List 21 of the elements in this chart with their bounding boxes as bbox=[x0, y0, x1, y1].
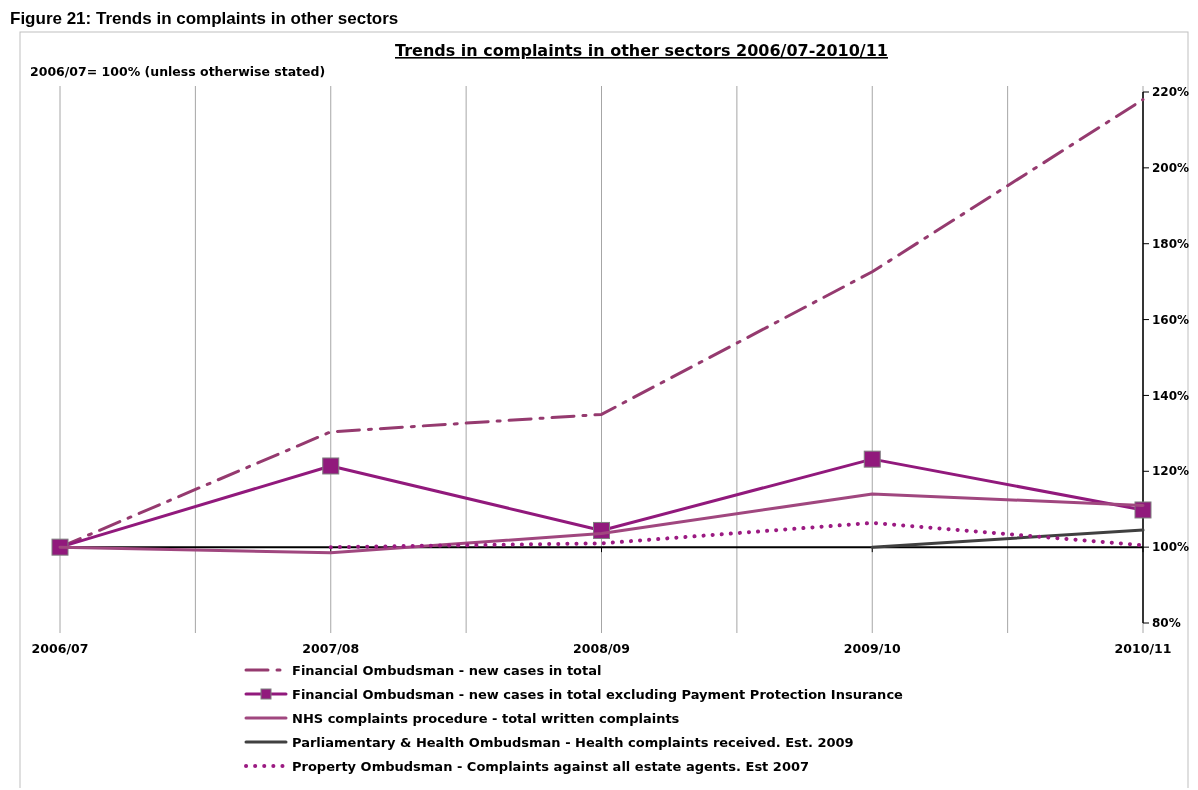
x-tick-label: 2008/09 bbox=[573, 641, 630, 656]
x-tick-label: 2007/08 bbox=[302, 641, 360, 656]
x-tick-label: 2010/11 bbox=[1114, 641, 1172, 656]
y-tick-label: 80% bbox=[1152, 616, 1181, 631]
y-tick-label: 120% bbox=[1152, 464, 1190, 479]
y-tick-label: 220% bbox=[1152, 85, 1190, 100]
chart-title: Trends in complaints in other sectors 2006/07-2010/11 bbox=[395, 41, 888, 60]
legend-label: Parliamentary & Health Ombudsman - Health complaints received. Est. 2009 bbox=[292, 734, 854, 750]
legend-label: Property Ombudsman - Complaints against all estate agents. Est 2007 bbox=[292, 758, 810, 774]
legend-label: Financial Ombudsman - new cases in total excluding Payment Protection Insurance bbox=[292, 686, 904, 702]
x-tick-label: 2009/10 bbox=[843, 641, 901, 656]
y-tick-label: 140% bbox=[1152, 388, 1190, 403]
y-tick-label: 100% bbox=[1152, 540, 1190, 555]
x-tick-label: 2006/07 bbox=[31, 641, 89, 656]
y-tick-label: 200% bbox=[1152, 161, 1190, 176]
legend-label: Financial Ombudsman - new cases in total bbox=[292, 662, 602, 678]
y-tick-label: 160% bbox=[1152, 312, 1190, 327]
legend-label: NHS complaints procedure - total written complaints bbox=[292, 710, 680, 726]
chart-subtitle: 2006/07= 100% (unless otherwise stated) bbox=[30, 64, 326, 79]
caption: Figure 21: Trends in complaints in other sectors bbox=[10, 9, 399, 28]
y-tick-label: 180% bbox=[1152, 236, 1190, 251]
